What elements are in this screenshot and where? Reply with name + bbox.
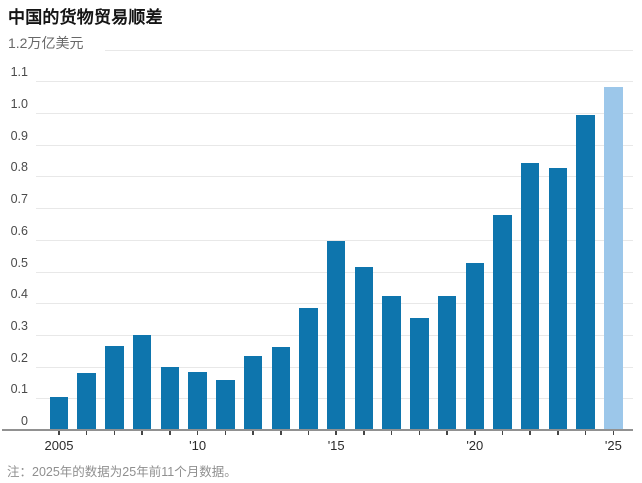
x-tick-label-2020: '20	[466, 438, 484, 453]
bar-2024	[576, 114, 595, 429]
gridline-1.2	[105, 49, 633, 51]
x-axis-tick-2005	[58, 431, 60, 435]
x-axis-tick-2016	[363, 431, 365, 435]
bar-2008	[132, 335, 152, 429]
y-tick-label-0.5: 0.5	[10, 255, 28, 270]
y-tick-label-1.1: 1.1	[10, 65, 28, 80]
bar-2019	[437, 295, 457, 429]
x-axis-tick-2021	[501, 431, 504, 435]
x-axis-tick-2011	[224, 431, 227, 435]
y-tick-label-0.2: 0.2	[10, 350, 28, 365]
x-axis-tick-2007	[113, 431, 116, 435]
x-tick-label-2010: '10	[189, 438, 207, 453]
gridline-1.1	[36, 81, 633, 83]
y-tick-label-0.4: 0.4	[10, 287, 28, 302]
x-axis-tick-2014	[307, 431, 310, 435]
x-axis-tick-2009	[169, 431, 171, 435]
bar-2007	[105, 345, 124, 429]
y-tick-label-0.3: 0.3	[10, 318, 28, 333]
x-axis-tick-2019	[446, 431, 448, 435]
x-tick-label-2005: 2005	[44, 438, 74, 453]
bar-2017	[382, 295, 401, 429]
gridline-0.7	[36, 208, 633, 210]
bar-2006	[77, 372, 96, 429]
x-axis-tick-2023	[557, 431, 559, 435]
x-axis-tick-2013	[280, 431, 282, 435]
gridline-0.9	[36, 144, 633, 146]
x-axis-tick-2025	[612, 431, 615, 435]
y-tick-label-0.6: 0.6	[10, 223, 28, 238]
x-axis-tick-2018	[418, 431, 421, 435]
bar-2009	[160, 366, 180, 429]
bar-2015	[326, 240, 346, 429]
gridline-0.6	[36, 239, 633, 241]
bar-2020	[465, 262, 485, 429]
bar-2021	[493, 214, 512, 429]
x-tick-label-2015: '15	[327, 438, 345, 453]
bar-2023	[548, 168, 568, 429]
x-axis-line	[2, 429, 633, 431]
y-tick-label-0.1: 0.1	[10, 382, 28, 397]
bar-2025	[604, 87, 623, 429]
x-axis-tick-2020	[474, 431, 476, 435]
bar-2022	[520, 163, 540, 429]
bar-2010	[188, 371, 207, 429]
y-axis-unit-label: 1.2万亿美元	[8, 33, 88, 53]
chart-title: 中国的货物贸易顺差	[8, 8, 163, 27]
x-axis-tick-2006	[85, 431, 88, 435]
bar-2011	[216, 379, 235, 429]
y-tick-label-0.8: 0.8	[10, 160, 28, 175]
y-tick-label-0.9: 0.9	[10, 128, 28, 143]
x-axis-tick-2017	[390, 431, 393, 435]
bar-2005	[49, 396, 69, 429]
x-tick-label-2025: '25	[604, 438, 622, 453]
x-axis-tick-2010	[196, 431, 199, 435]
y-tick-label-1.0: 1.0	[10, 97, 28, 111]
x-axis-tick-2015	[335, 431, 337, 435]
y-tick-label-0: 0	[21, 414, 28, 428]
gridline-1.0	[36, 113, 633, 114]
footnote: 注：2025年的数据为25年前11个月数据。	[7, 465, 237, 479]
x-axis-tick-2024	[584, 431, 587, 435]
bar-2014	[299, 307, 318, 429]
bar-2013	[271, 346, 290, 429]
x-axis-tick-2012	[252, 431, 254, 435]
bar-2012	[243, 355, 263, 429]
x-axis-tick-2022	[529, 431, 531, 435]
x-axis-tick-2008	[141, 431, 143, 435]
y-tick-label-0.7: 0.7	[10, 192, 28, 207]
bar-2016	[354, 267, 374, 429]
gridline-0.8	[36, 176, 633, 178]
bar-2018	[410, 317, 429, 429]
